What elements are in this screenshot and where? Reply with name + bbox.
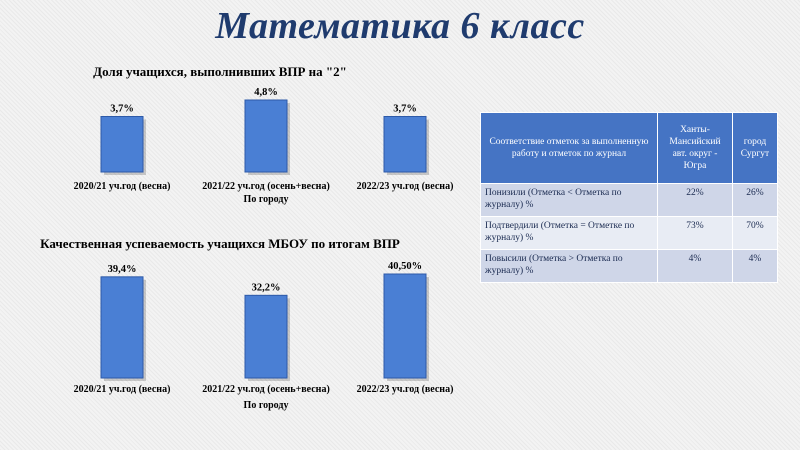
bar (100, 276, 144, 379)
chart-title: Доля учащихся, выполнивших ВПР на "2" (93, 64, 347, 79)
table-header-city: город Сургут (732, 112, 778, 184)
table-row-label: Понизили (Отметка < Отметка по журналу) … (480, 183, 658, 217)
data-label: 3,7% (110, 104, 134, 115)
tick-label: 2020/21 уч.год (весна) (74, 384, 171, 395)
table-cell-city: 4% (732, 249, 778, 283)
x-axis-label: По городу (244, 194, 289, 205)
chart-title: Качественная успеваемость учащихся МБОУ … (40, 236, 400, 251)
table-header-row: Соответствие отметок за выполненную рабо… (480, 112, 778, 184)
data-label: 39,4% (108, 264, 137, 275)
page-title: Математика 6 класс (215, 5, 585, 47)
table-row: Подтвердили (Отметка = Отметке по журнал… (480, 216, 778, 250)
table-cell-region: 22% (657, 183, 733, 217)
chart-quality-performance: Качественная успеваемость учащихся МБОУ … (40, 236, 454, 411)
bar (244, 99, 288, 173)
grade-correspondence-table: Соответствие отметок за выполненную рабо… (480, 112, 778, 283)
table-header-criteria: Соответствие отметок за выполненную рабо… (480, 112, 658, 184)
data-label: 3,7% (393, 104, 417, 115)
table-cell-city: 70% (732, 216, 778, 250)
tick-label: 2021/22 уч.год (осень+весна) (202, 181, 330, 192)
x-axis-label: По городу (244, 400, 289, 411)
table-cell-city: 26% (732, 183, 778, 217)
bar (100, 116, 144, 173)
table-row-label: Подтвердили (Отметка = Отметке по журнал… (480, 216, 658, 250)
table-cell-region: 73% (657, 216, 733, 250)
bar (383, 116, 427, 173)
tick-label: 2021/22 уч.год (осень+весна) (202, 384, 330, 395)
chart-two-grade-share: Доля учащихся, выполнивших ВПР на "2" 3,7… (74, 64, 454, 205)
tick-label: 2022/23 уч.год (весна) (357, 384, 454, 395)
table-row: Понизили (Отметка < Отметка по журналу) … (480, 183, 778, 217)
bar (383, 273, 427, 379)
table-cell-region: 4% (657, 249, 733, 283)
data-label: 40,50% (388, 261, 422, 272)
data-label: 32,2% (252, 282, 281, 293)
tick-label: 2022/23 уч.год (весна) (357, 181, 454, 192)
table-header-region: Ханты-Мансийский авт. округ - Югра (657, 112, 733, 184)
tick-label: 2020/21 уч.год (весна) (74, 181, 171, 192)
table-row: Повысили (Отметка > Отметка по журналу) … (480, 249, 778, 283)
bar (244, 294, 288, 379)
data-label: 4,8% (254, 87, 278, 98)
table-row-label: Повысили (Отметка > Отметка по журналу) … (480, 249, 658, 283)
